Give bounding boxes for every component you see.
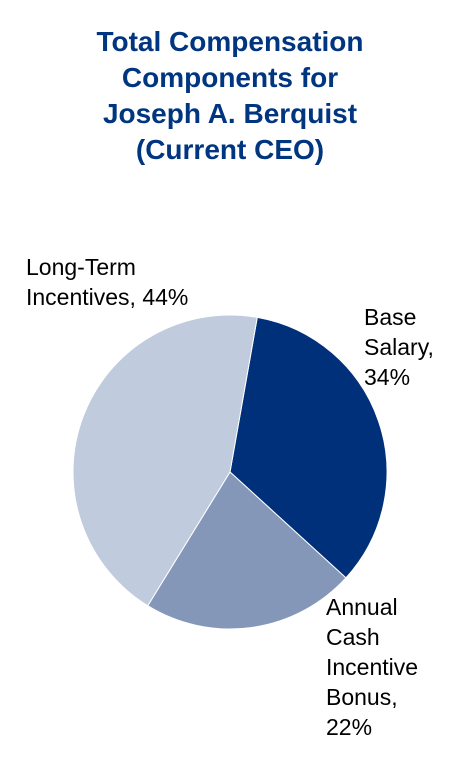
label-annual-line-2: Cash xyxy=(326,624,380,650)
chart-title-line-2: Components for xyxy=(121,62,339,93)
label-annual-line-5: 22% xyxy=(326,714,373,740)
label-annual-line-4: Bonus, xyxy=(326,684,398,710)
chart-title-line-3: Joseph A. Berquist xyxy=(102,98,358,129)
slice-base-salary xyxy=(229,316,388,579)
label-annual-line-3: Incentive xyxy=(326,654,419,680)
label-base-salary: Base Salary, 34% xyxy=(364,302,434,392)
label-base-salary-line-1: Base xyxy=(364,304,417,330)
slice-long-term-incentives xyxy=(72,314,258,607)
label-long-term-line-2: Incentives, 44% xyxy=(26,284,189,310)
label-annual-line-1: Annual xyxy=(326,594,398,620)
label-annual-cash-incentive-bonus: Annual Cash Incentive Bonus, 22% xyxy=(326,592,418,742)
slice-annual-cash-incentive-bonus xyxy=(147,471,347,630)
label-long-term-line-1: Long-Term xyxy=(26,254,136,280)
chart-title-line-1: Total Compensation xyxy=(96,26,364,57)
label-base-salary-line-3: 34% xyxy=(364,364,411,390)
label-long-term-incentives: Long-Term Incentives, 44% xyxy=(26,252,188,312)
chart-title-line-4: (Current CEO) xyxy=(135,134,325,165)
label-base-salary-line-2: Salary, xyxy=(364,334,434,360)
chart-title: Total Compensation Components for Joseph… xyxy=(0,24,460,168)
